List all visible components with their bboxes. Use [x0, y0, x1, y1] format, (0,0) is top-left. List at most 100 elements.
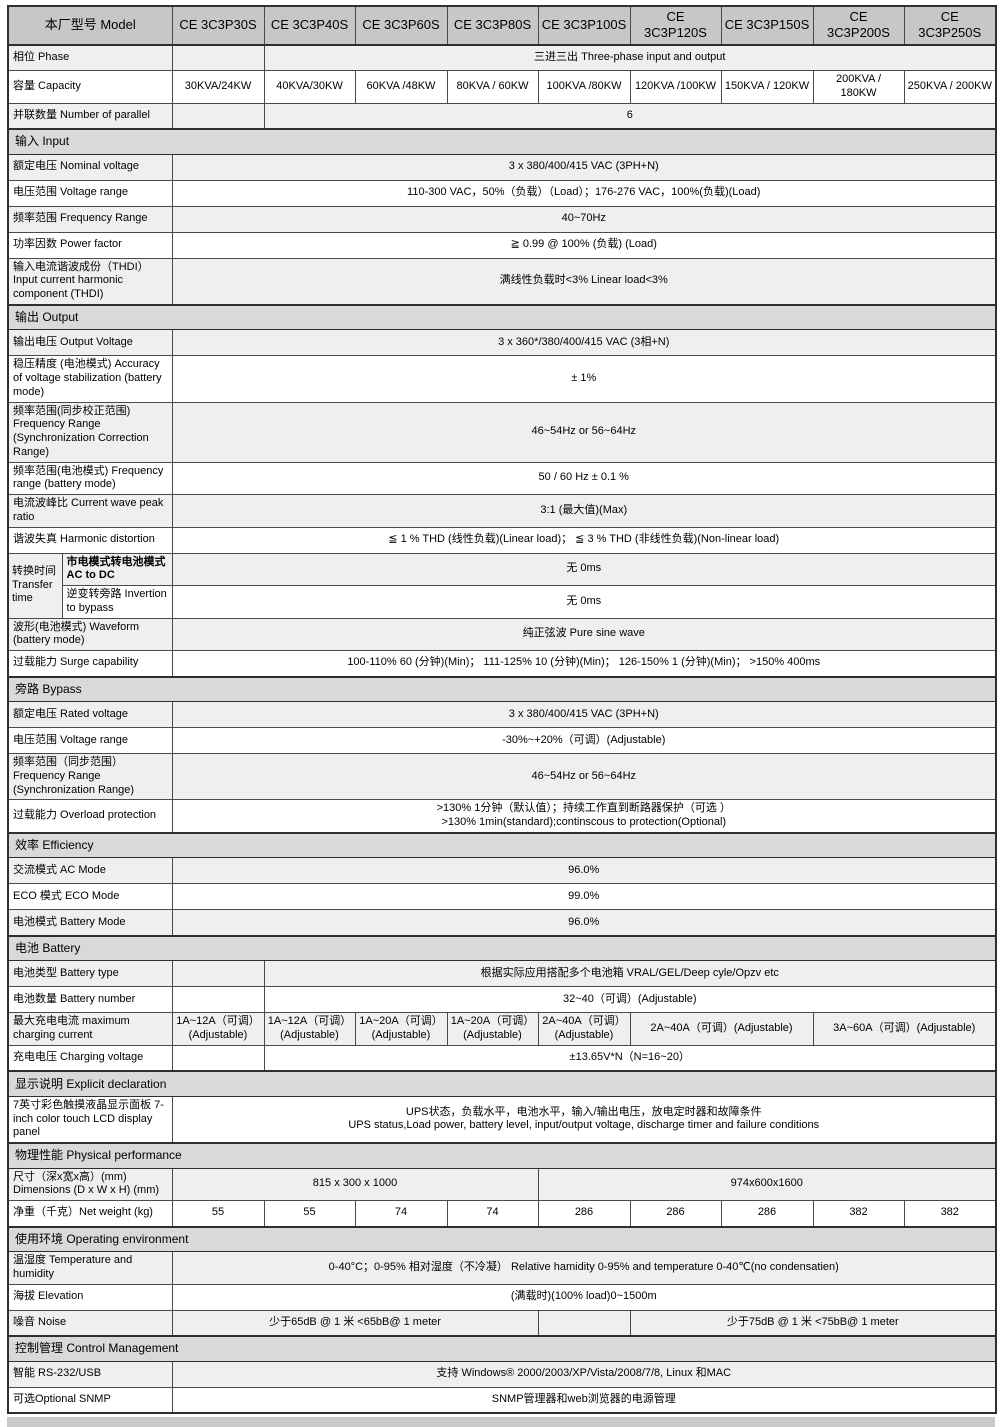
- row-label-cell: 谐波失真 Harmonic distortion: [7, 526, 173, 554]
- value-cell: 96.0%: [171, 909, 997, 937]
- value-cell: ± 1%: [171, 355, 997, 403]
- value-cell: 50 / 60 Hz ± 0.1 %: [171, 461, 997, 495]
- value-cell: 40KVA/30KW: [263, 70, 356, 104]
- model-name-cell: CE 3C3P200S: [812, 5, 905, 46]
- spec-row: 7英寸彩色触摸液晶显示面板 7-inch color touch LCD dis…: [7, 1095, 997, 1144]
- value-cell: 60KVA /48KW: [354, 70, 448, 104]
- row-label-cell: 波形(电池模式) Waveform (battery mode): [7, 617, 173, 651]
- value-cell: 30KVA/24KW: [171, 70, 265, 104]
- value-cell: 46~54Hz or 56~64Hz: [171, 401, 997, 463]
- value-cell: 1A~12A（可调）(Adjustable): [171, 1012, 265, 1046]
- value-cell: 少于65dB @ 1 米 <65bB@ 1 meter: [171, 1309, 539, 1337]
- row-label-cell: 电池类型 Battery type: [7, 960, 173, 988]
- section-label-cell: 使用环境 Operating environment: [7, 1225, 997, 1252]
- spec-subrow: 转换时间 Transfer time 市电模式转电池模式 AC to DC 无 0m…: [7, 552, 997, 619]
- section-label-cell: 控制管理 Control Management: [7, 1335, 997, 1362]
- row-label-cell: ECO 模式 ECO Mode: [7, 883, 173, 911]
- value-cell: 55: [171, 1200, 265, 1227]
- spec-row: 智能 RS-232/USB 支持 Windows® 2000/2003/XP/Vi…: [7, 1360, 997, 1388]
- value-cell: 3:1 (最大值)(Max): [171, 494, 997, 528]
- spec-row: 净重（千克）Net weight (kg) 55 55 74 74 286 286 286 38…: [7, 1200, 997, 1227]
- section-header-row: 旁路 Bypass: [7, 675, 997, 702]
- value-cell: 150KVA / 120KW: [720, 70, 814, 104]
- value-cell: 46~54Hz or 56~64Hz: [171, 752, 997, 801]
- spec-row: 谐波失真 Harmonic distortion ≦ 1 % THD (线性负载)…: [7, 526, 997, 554]
- value-cell: 55: [263, 1200, 356, 1227]
- spec-row: 额定电压 Nominal voltage 3 x 380/400/415 VAC …: [7, 153, 997, 181]
- spec-row: 噪音 Noise 少于65dB @ 1 米 <65bB@ 1 meter 少于75d…: [7, 1309, 997, 1337]
- value-cell: >130% 1分钟（默认值）；持续工作直到断路器保护（可选 ） >130% 1m…: [171, 799, 997, 834]
- value-cell: 2A~40A（可调）(Adjustable): [629, 1012, 814, 1046]
- spec-row: 最大充电电流 maximum charging current 1A~12A（可调…: [7, 1012, 997, 1046]
- spec-row: 额定电压 Rated voltage 3 x 380/400/415 VAC (3…: [7, 701, 997, 728]
- value-cell: 100-110% 60 (分钟)(Min)； 111-125% 10 (分钟)(…: [171, 650, 997, 677]
- spec-row: 相位 Phase 三进三出 Three-phase input and outpu…: [7, 44, 997, 71]
- ups-spec-table: 本厂型号 Model CE 3C3P30S CE 3C3P40S CE 3C3P60S…: [7, 5, 997, 1414]
- section-label-cell: 物理性能 Physical performance: [7, 1142, 997, 1169]
- value-cell: 974x600x1600: [537, 1167, 997, 1201]
- model-name-cell: CE 3C3P120S: [629, 5, 722, 46]
- model-name-cell: CE 3C3P100S: [537, 5, 631, 46]
- value-cell: 286: [720, 1200, 814, 1227]
- value-cell: 0-40°C；0-95% 相对湿度（不冷凝） Relative hamidity…: [171, 1251, 997, 1285]
- section-label-cell: 旁路 Bypass: [7, 675, 997, 702]
- row-label-cell: 充电电压 Charging voltage: [7, 1044, 173, 1072]
- spec-row: 充电电压 Charging voltage ±13.65V*N（N=16~20）: [7, 1044, 997, 1072]
- value-cell: ±13.65V*N（N=16~20）: [263, 1044, 997, 1072]
- model-name-cell: CE 3C3P80S: [446, 5, 539, 46]
- section-label-cell: 效率 Efficiency: [7, 831, 997, 859]
- value-cell: 支持 Windows® 2000/2003/XP/Vista/2008/7/8,…: [171, 1360, 997, 1388]
- sub-label-cell: 逆变转旁路 Invertion to bypass: [61, 585, 173, 619]
- row-label-cell: 最大充电电流 maximum charging current: [7, 1012, 173, 1046]
- spec-row: 容量 Capacity 30KVA/24KW 40KVA/30KW 60KVA /48…: [7, 70, 997, 104]
- section-header-row: 电池 Battery: [7, 934, 997, 962]
- spec-row: 电池数量 Battery number 32~40（可调）(Adjustable): [7, 986, 997, 1014]
- spec-row: 过载能力 Surge capability 100-110% 60 (分钟)(Mi…: [7, 650, 997, 677]
- value-cell: [171, 102, 265, 130]
- value-cell: 无 0ms: [171, 585, 997, 619]
- group-label-cell: 转换时间 Transfer time: [7, 552, 63, 619]
- spec-row: 频率范围（同步范围） Frequency Range (Synchronizat…: [7, 752, 997, 801]
- spec-row: 可选Optional SNMP SNMP管理器和web浏览器的电源管理: [7, 1386, 997, 1414]
- value-cell: 815 x 300 x 1000: [171, 1167, 539, 1201]
- bottom-divider-bar: [7, 1417, 995, 1427]
- row-label-cell: 7英寸彩色触摸液晶显示面板 7-inch color touch LCD dis…: [7, 1095, 173, 1144]
- spec-row: 海拔 Elevation (满载时)(100% load)0~1500m: [7, 1283, 997, 1311]
- row-label-cell: 额定电压 Nominal voltage: [7, 153, 173, 181]
- section-header-row: 输入 Input: [7, 128, 997, 155]
- spec-row: 电压范围 Voltage range 110-300 VAC，50%（负载）（Lo…: [7, 179, 997, 207]
- row-label-cell: 电压范围 Voltage range: [7, 179, 173, 207]
- value-cell: 32~40（可调）(Adjustable): [263, 986, 997, 1014]
- row-label-cell: 电池模式 Battery Mode: [7, 909, 173, 937]
- value-cell: 1A~20A（可调）(Adjustable): [446, 1012, 539, 1046]
- row-label-cell: 输入电流谐波成份（THDI） Input current harmonic co…: [7, 257, 173, 306]
- row-label-cell: 电压范围 Voltage range: [7, 727, 173, 754]
- model-name-cell: CE 3C3P250S: [903, 5, 997, 46]
- row-label-cell: 电池数量 Battery number: [7, 986, 173, 1014]
- value-cell: 286: [537, 1200, 631, 1227]
- value-cell: 少于75dB @ 1 米 <75bB@ 1 meter: [629, 1309, 997, 1337]
- value-cell: 3A~60A（可调）(Adjustable): [812, 1012, 997, 1046]
- value-cell: 纯正弦波 Pure sine wave: [171, 617, 997, 651]
- spec-row: 输出电压 Output Voltage 3 x 360*/380/400/415 …: [7, 329, 997, 357]
- value-cell: 3 x 380/400/415 VAC (3PH+N): [171, 153, 997, 181]
- spec-row: 温湿度 Temperature and humidity 0-40°C；0-95%…: [7, 1251, 997, 1285]
- value-cell: -30%~+20%（可调）(Adjustable): [171, 727, 997, 754]
- row-label-cell: 频率范围（同步范围） Frequency Range (Synchronizat…: [7, 752, 173, 801]
- section-header-row: 显示说明 Explicit declaration: [7, 1070, 997, 1097]
- section-label-cell: 输出 Output: [7, 303, 997, 331]
- section-header-row: 控制管理 Control Management: [7, 1335, 997, 1362]
- row-label-cell: 容量 Capacity: [7, 70, 173, 104]
- row-label-cell: 尺寸（深x宽x高）(mm) Dimensions (D x W x H) (mm…: [7, 1167, 173, 1201]
- value-cell: 382: [812, 1200, 905, 1227]
- row-label-cell: 相位 Phase: [7, 44, 173, 71]
- spec-row: 输入电流谐波成份（THDI） Input current harmonic co…: [7, 257, 997, 306]
- value-cell: 96.0%: [171, 857, 997, 885]
- spec-row: 稳压精度 (电池模式) Accuracy of voltage stabiliz…: [7, 355, 997, 403]
- spec-row: 频率范围 Frequency Range 40~70Hz: [7, 205, 997, 233]
- row-label-cell: 海拔 Elevation: [7, 1283, 173, 1311]
- value-cell: 110-300 VAC，50%（负载）（Load）；176-276 VAC，10…: [171, 179, 997, 207]
- row-label-cell: 频率范围 Frequency Range: [7, 205, 173, 233]
- value-cell: 6: [263, 102, 997, 130]
